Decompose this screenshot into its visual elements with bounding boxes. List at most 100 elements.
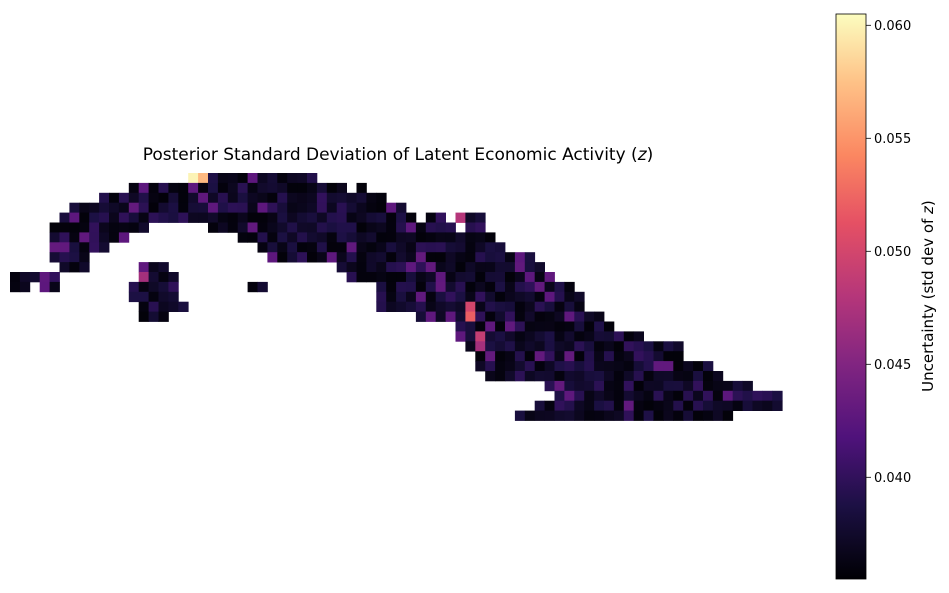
heatmap-cell [495, 281, 506, 293]
heatmap-cell [396, 281, 407, 293]
heatmap-cell [406, 232, 417, 243]
heatmap-cell [574, 301, 585, 312]
heatmap-cell [633, 331, 644, 342]
heatmap-cell [118, 232, 130, 243]
heatmap-cell [544, 331, 555, 342]
heatmap-cell [485, 291, 496, 303]
heatmap-cell [138, 311, 149, 322]
heatmap-cell [465, 281, 476, 293]
heatmap-cell [425, 242, 437, 253]
heatmap-cell [584, 390, 595, 402]
heatmap-cell [643, 341, 654, 352]
heatmap-cell [564, 351, 575, 362]
heatmap-cell [643, 390, 654, 402]
heatmap-cell [495, 242, 506, 253]
heatmap-cell [158, 301, 169, 312]
heatmap-cell [217, 202, 229, 213]
heatmap-cell [534, 351, 545, 362]
heatmap-cell [396, 202, 407, 213]
heatmap-cell [208, 202, 219, 213]
heatmap-cell [79, 252, 90, 263]
heatmap-cell [455, 242, 466, 253]
heatmap-cell [386, 202, 397, 213]
heatmap-cell [435, 301, 446, 312]
heatmap-cell [376, 291, 387, 303]
heatmap-cell [435, 281, 446, 293]
heatmap-cell [297, 182, 308, 194]
heatmap-cell [544, 272, 555, 283]
heatmap-cell [277, 232, 288, 243]
heatmap-cell [594, 341, 605, 352]
heatmap-cell [307, 192, 318, 204]
heatmap-cell [514, 351, 526, 362]
heatmap-cell [505, 281, 516, 293]
heatmap-cell [633, 341, 644, 352]
heatmap-cell [267, 192, 278, 204]
heatmap-cell [554, 410, 565, 421]
heatmap-cell [376, 202, 387, 213]
heatmap-cell [524, 272, 536, 283]
heatmap-cell [49, 281, 60, 293]
heatmap-cell [455, 212, 466, 223]
heatmap-cell [148, 301, 159, 312]
heatmap-cell [277, 212, 288, 223]
heatmap-cell [138, 192, 149, 204]
heatmap-cell [227, 192, 239, 204]
heatmap-cell [495, 301, 506, 312]
heatmap-cell [79, 242, 90, 253]
heatmap-cell [138, 202, 149, 213]
heatmap-cell [99, 212, 110, 223]
heatmap-cell [178, 182, 189, 194]
heatmap-cell [109, 202, 120, 213]
heatmap-cell [554, 311, 565, 322]
heatmap-cell [534, 410, 545, 421]
heatmap-cell [712, 410, 724, 421]
heatmap-cell [564, 291, 575, 303]
heatmap-cell [752, 400, 763, 411]
heatmap-cell [574, 331, 585, 342]
heatmap-cell [188, 202, 199, 213]
heatmap-cell [544, 301, 555, 312]
heatmap-cell [208, 222, 219, 233]
heatmap-cell [475, 232, 486, 243]
heatmap-cell [455, 321, 466, 332]
heatmap-cell [128, 281, 140, 293]
heatmap-cell [663, 410, 674, 421]
heatmap-cell [99, 232, 110, 243]
heatmap-cell [524, 341, 536, 352]
heatmap-cell [198, 173, 209, 184]
heatmap-cell [613, 371, 625, 382]
heatmap-cell [128, 212, 140, 223]
heatmap-cell [514, 291, 526, 303]
heatmap-cell [198, 212, 209, 223]
heatmap-cell [505, 331, 516, 342]
heatmap-cell [396, 291, 407, 303]
heatmap-cell [326, 202, 338, 213]
heatmap-cell [554, 301, 565, 312]
heatmap-cell [514, 272, 526, 283]
heatmap-cell [762, 400, 773, 411]
heatmap-cell [415, 222, 427, 233]
heatmap-cell [475, 272, 486, 283]
heatmap-cell [683, 371, 694, 382]
heatmap-cell [415, 291, 427, 303]
heatmap-cell [505, 291, 516, 303]
heatmap-cell [584, 361, 595, 372]
heatmap-cell [703, 380, 714, 392]
colorbar-tick-label: 0.055 [874, 132, 911, 147]
heatmap-cell [514, 311, 526, 322]
heatmap-cell [396, 252, 407, 263]
heatmap-cell [594, 311, 605, 322]
heatmap-cell [633, 371, 644, 382]
heatmap-cell [396, 272, 407, 283]
heatmap-cell [514, 331, 526, 342]
heatmap-cell [267, 173, 278, 184]
heatmap-cell [594, 400, 605, 411]
heatmap-cell [544, 361, 555, 372]
heatmap-cell [336, 252, 347, 263]
heatmap-cell [445, 281, 456, 293]
colorbar-tick-label: 0.060 [874, 19, 911, 34]
heatmap-cell [663, 361, 674, 372]
heatmap-cell [297, 252, 308, 263]
